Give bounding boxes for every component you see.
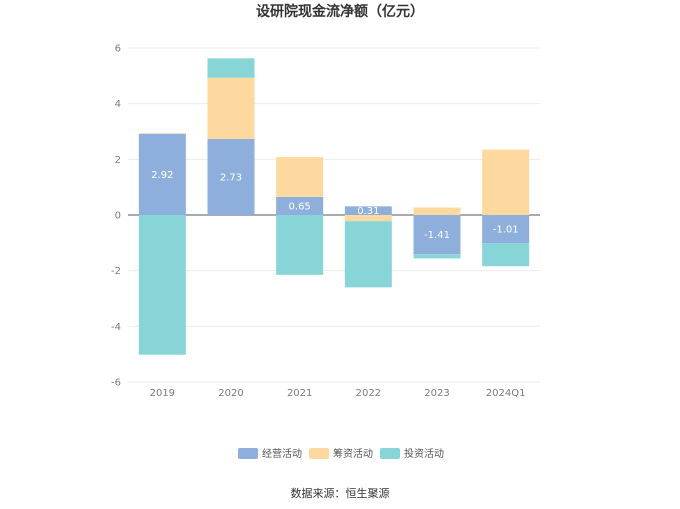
bar-operating[interactable] <box>413 215 461 255</box>
legend-label[interactable]: 筹资活动 <box>333 447 373 460</box>
data-label: 0.31 <box>357 206 379 217</box>
y-tick-label: -6 <box>111 378 121 389</box>
bar-operating[interactable] <box>138 133 186 215</box>
bar-investing[interactable] <box>207 58 255 78</box>
data-label: 2.73 <box>220 173 242 184</box>
x-tick-label: 2021 <box>287 388 312 399</box>
bar-operating[interactable] <box>207 139 255 215</box>
legend-swatch[interactable] <box>238 448 258 459</box>
bar-investing[interactable] <box>344 221 392 288</box>
data-label: -1.01 <box>493 225 519 236</box>
bar-financing[interactable] <box>276 157 324 197</box>
legend-swatch[interactable] <box>309 448 329 459</box>
y-tick-label: 2 <box>115 155 121 166</box>
y-axis: 6 4 2 0 -2 -4 -6 <box>111 44 121 389</box>
y-tick-label: -4 <box>111 322 121 333</box>
data-source: 数据来源：恒生聚源 <box>291 486 390 500</box>
x-tick-label: 2024Q1 <box>486 388 526 399</box>
x-tick-label: 2019 <box>150 388 175 399</box>
chart-title: 设研院现金流净额（亿元） <box>256 3 424 20</box>
data-label: 2.92 <box>151 170 173 181</box>
bars <box>138 58 530 355</box>
bar-financing[interactable] <box>344 215 392 222</box>
x-tick-label: 2022 <box>356 388 381 399</box>
bar-investing[interactable] <box>482 243 530 267</box>
bar-investing[interactable] <box>138 215 186 355</box>
grid <box>128 47 540 383</box>
y-tick-label: -2 <box>111 266 121 277</box>
legend-label[interactable]: 经营活动 <box>262 447 302 460</box>
legend-swatch[interactable] <box>380 448 400 459</box>
x-tick-label: 2020 <box>218 388 243 399</box>
x-axis: 2019 2020 2021 2022 2023 2024Q1 <box>150 388 526 399</box>
y-tick-label: 4 <box>115 99 121 110</box>
bar-investing[interactable] <box>413 254 461 259</box>
bar-financing[interactable] <box>138 133 186 134</box>
data-labels: 2.92 2.73 0.65 0.31 -1.41 -1.01 <box>151 170 518 241</box>
bar-financing[interactable] <box>482 149 530 215</box>
bar-financing[interactable] <box>413 207 461 215</box>
bar-operating[interactable] <box>344 206 392 215</box>
data-label: 0.65 <box>289 201 311 212</box>
bar-financing[interactable] <box>207 77 255 140</box>
bar-operating[interactable] <box>482 215 530 244</box>
y-tick-label: 6 <box>115 44 121 55</box>
bar-operating[interactable] <box>276 196 324 215</box>
y-tick-label: 0 <box>115 211 121 222</box>
data-label: -1.41 <box>424 230 450 241</box>
legend-label[interactable]: 投资活动 <box>404 447 444 460</box>
bar-investing[interactable] <box>276 215 324 275</box>
x-tick-label: 2023 <box>424 388 449 399</box>
legend[interactable]: 经营活动 筹资活动 投资活动 <box>238 447 444 460</box>
